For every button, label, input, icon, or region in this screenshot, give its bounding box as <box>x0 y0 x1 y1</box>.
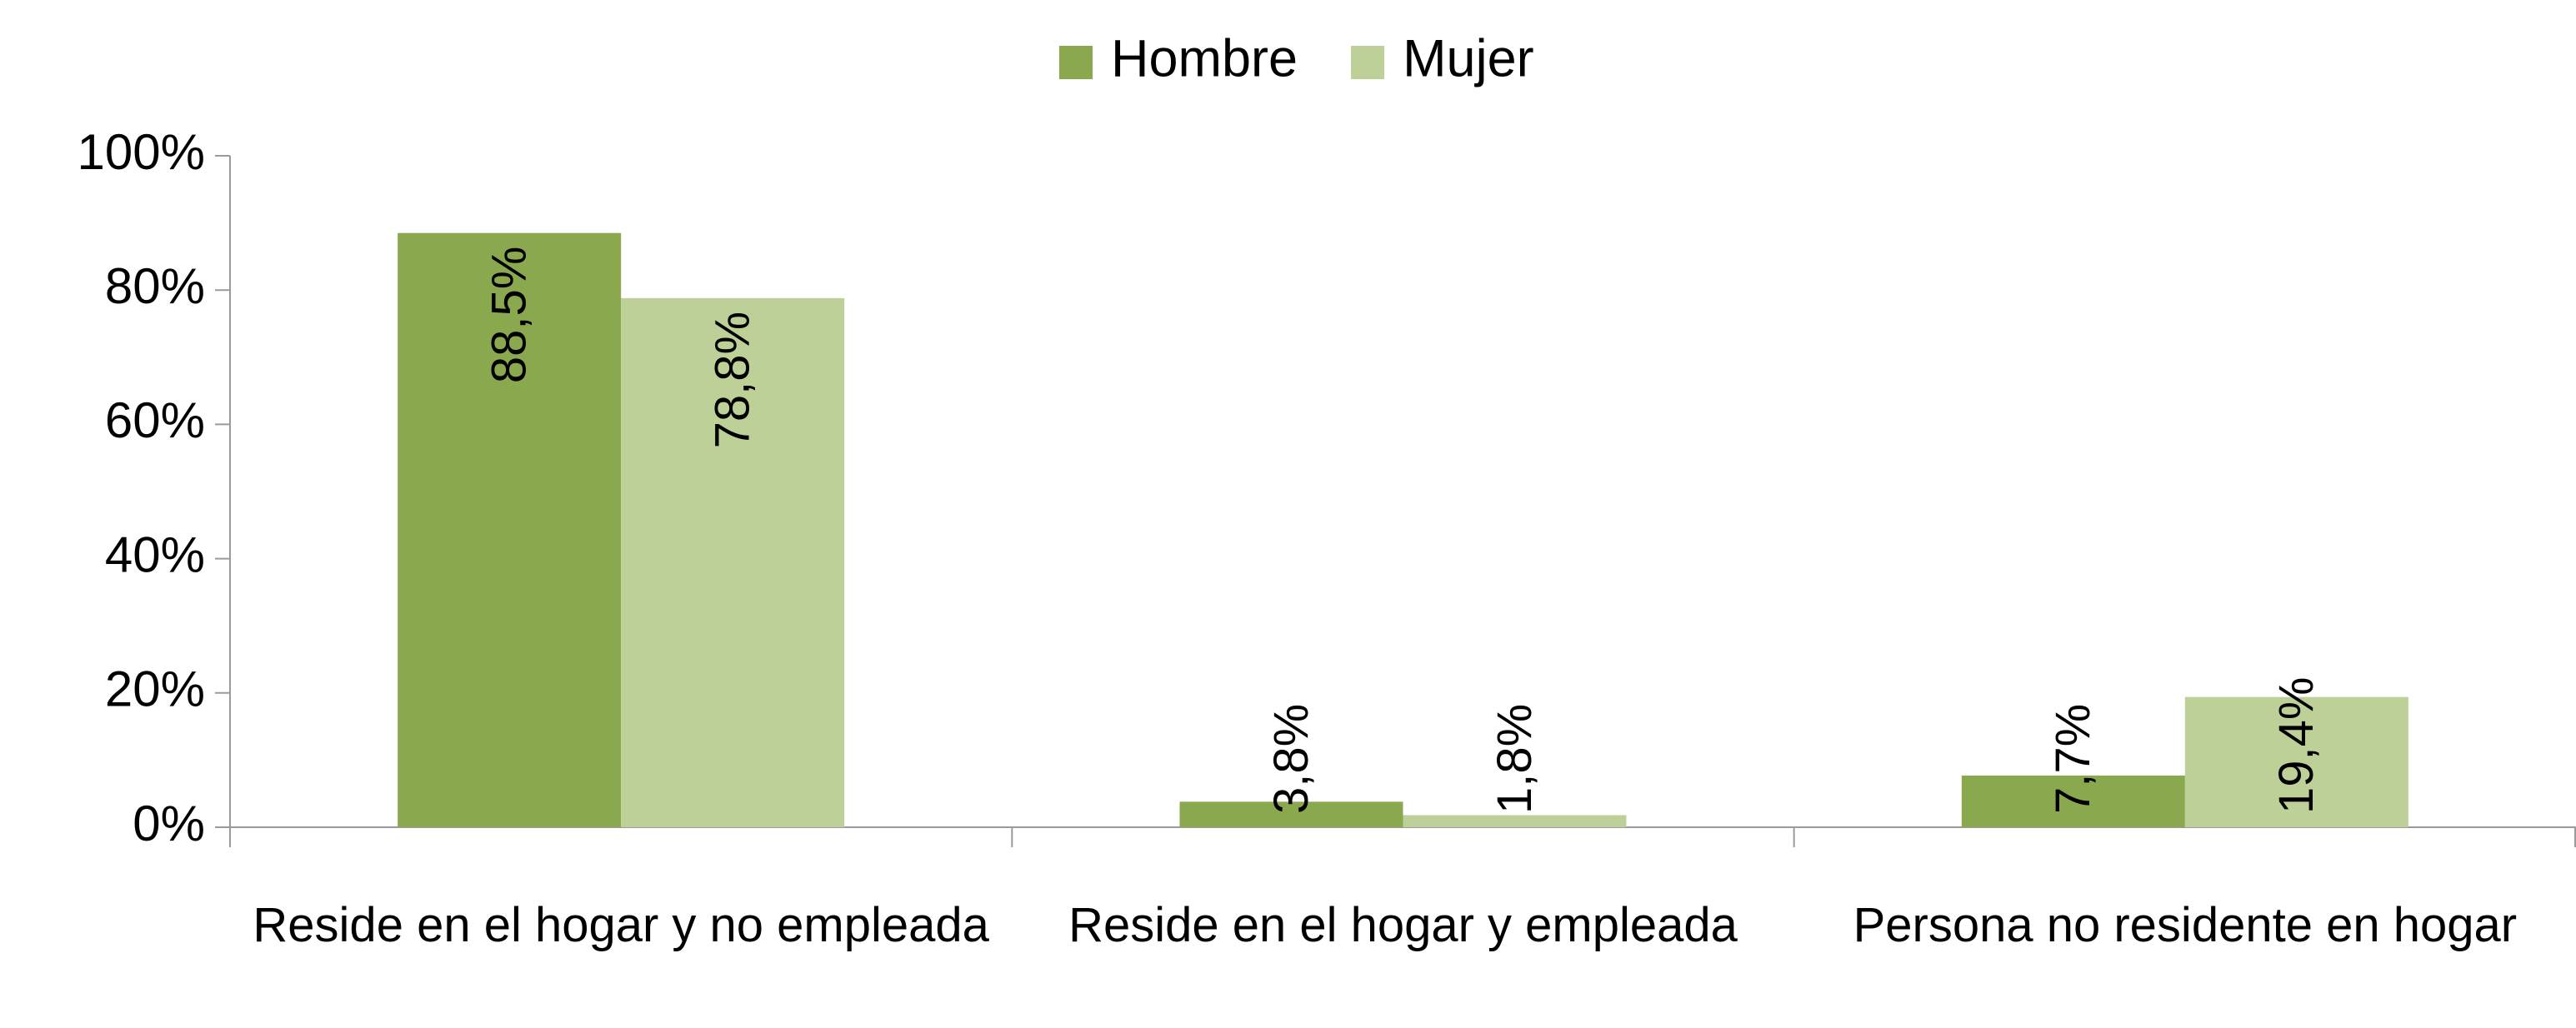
legend-swatch <box>1351 46 1385 79</box>
bar <box>1403 815 1627 827</box>
legend-label: Mujer <box>1403 30 1534 88</box>
legend-swatch <box>1059 46 1093 79</box>
data-label: 7,7% <box>2046 704 2100 814</box>
x-tick-label: Reside en el hogar y no empleada <box>253 898 989 952</box>
legend: Hombre Mujer <box>1059 30 1534 88</box>
data-label: 3,8% <box>1264 704 1318 814</box>
x-tick-label: Reside en el hogar y empleada <box>1068 898 1738 952</box>
data-label: 88,5% <box>482 247 536 383</box>
y-tick-label: 20% <box>105 661 205 717</box>
bar <box>1961 775 2185 827</box>
data-label: 19,4% <box>2269 677 2323 814</box>
y-tick-label: 40% <box>105 526 205 582</box>
bar <box>2184 696 2408 827</box>
legend-label: Hombre <box>1111 30 1298 88</box>
bar <box>621 297 845 827</box>
y-tick-label: 0% <box>133 796 205 851</box>
x-tick-label: Persona no residente en hogar <box>1853 898 2518 952</box>
y-tick-label: 80% <box>105 258 205 314</box>
y-tick-label: 60% <box>105 392 205 448</box>
bar <box>398 232 622 827</box>
data-label: 1,8% <box>1488 704 1542 814</box>
y-tick-label: 100% <box>78 124 205 180</box>
data-label: 78,8% <box>705 312 759 448</box>
bar <box>1179 801 1403 827</box>
